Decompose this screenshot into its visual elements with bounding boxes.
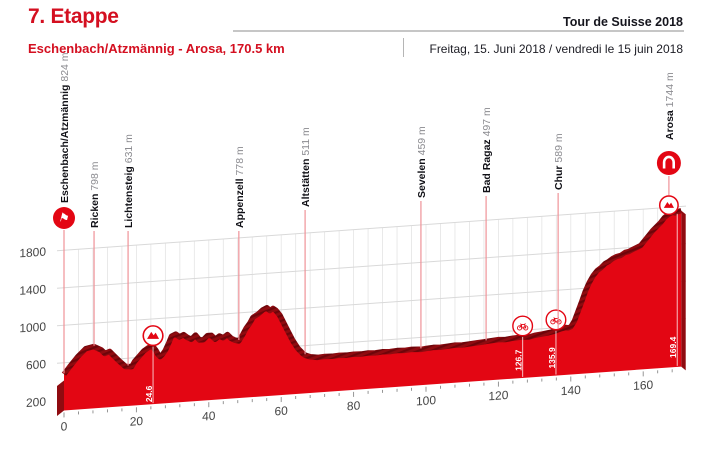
town-elevation: 459 m (416, 126, 428, 158)
town-name: Eschenbach/Atzmännig (59, 85, 71, 203)
chart-plane: 0 20 40 60 80 100 120 140 160 200 600 1000 1400 1800 (19, 205, 686, 434)
town-name: Chur (553, 166, 565, 191)
x-tick-label: 120 (488, 388, 508, 403)
mountain-glyph (147, 331, 160, 339)
finish-arch-glyph (662, 155, 676, 169)
gridline-horizontal (57, 205, 686, 252)
waypoint-km-label: 135.9 (547, 347, 557, 369)
start-icon-circle (53, 207, 75, 229)
town-label: Ricken 798 m (89, 161, 101, 228)
x-tick-label: 20 (130, 414, 144, 429)
town-label: Lichtensteig 631 m (123, 134, 135, 228)
climb-icon (142, 325, 164, 347)
x-tick-label: 60 (275, 404, 289, 419)
profile-area (64, 210, 682, 411)
town-elevation: 589 m (553, 133, 565, 165)
town-label: Chur 589 m (553, 133, 565, 190)
town-label: Appenzell 778 m (234, 146, 246, 228)
y-tick-label: 1800 (19, 245, 46, 261)
town-label: Sevelen 459 m (416, 126, 428, 198)
town-elevation: 497 m (481, 107, 493, 139)
town-name: Altstätten (300, 159, 312, 207)
waypoint-km-label: 169.4 (668, 336, 678, 358)
header-divider (403, 38, 404, 57)
sprint-icon (512, 315, 534, 337)
profile-right-face (681, 210, 686, 371)
finish-icon-circle (656, 151, 681, 175)
waypoint-km-label: 24.6 (144, 385, 154, 402)
route-title: Eschenbach/Atzmännig - Arosa, 170.5 km (28, 41, 285, 56)
town-name: Bad Ragaz (481, 139, 493, 193)
town-name: Ricken (89, 194, 101, 228)
mountain-glyph (663, 201, 675, 208)
town-label: Bad Ragaz 497 m (481, 107, 493, 193)
y-tick-label: 1000 (19, 320, 46, 336)
sprint-icon (545, 309, 567, 331)
sprint-icon-circle (512, 315, 534, 337)
stage-title: 7. Etappe (28, 5, 119, 28)
start-icon: ⚑ (53, 207, 75, 229)
finish-icon (656, 151, 681, 175)
x-tick-label: 0 (61, 419, 68, 433)
bicycle-frame (519, 323, 527, 329)
town-name: Sevelen (416, 158, 428, 198)
town-label: Eschenbach/Atzmännig 824 m (59, 52, 71, 203)
hc-climb-icon (658, 195, 679, 216)
town-elevation: 511 m (300, 127, 312, 159)
chart-overlay: 24.6 126.7 135.9 169.4 ⚑ Eschenbach/Atzmännig… (53, 52, 681, 404)
profile-ridge (61, 207, 682, 376)
town-elevation: 1744 m (664, 72, 676, 110)
town-name: Appenzell (234, 178, 246, 228)
stage-date: Freitag, 15. Juni 2018 / vendredi le 15 … (429, 42, 683, 56)
town-label: Arosa 1744 m (664, 72, 676, 140)
town-name: Arosa (664, 110, 676, 140)
town-elevation: 778 m (234, 146, 246, 178)
header-rule (233, 30, 684, 32)
town-label: Altstätten 511 m (300, 127, 312, 207)
x-tick-label: 160 (633, 378, 653, 393)
sprint-icon-circle (545, 309, 567, 331)
x-tick-label: 100 (416, 393, 436, 408)
town-name: Lichtensteig (123, 166, 135, 228)
y-tick-label: 1400 (19, 282, 46, 298)
y-tick-label: 600 (26, 357, 46, 372)
town-elevation: 798 m (89, 161, 101, 193)
start-flag-glyph: ⚑ (57, 210, 71, 226)
waypoint-km-label: 126.7 (514, 349, 524, 371)
y-tick-label: 200 (26, 395, 46, 410)
x-tick-label: 40 (202, 409, 216, 424)
town-elevation: 824 m (59, 52, 71, 84)
profile-left-face (57, 380, 64, 416)
x-tick-label: 80 (347, 398, 361, 413)
gridline-horizontal (57, 280, 686, 327)
town-elevation: 631 m (123, 134, 135, 166)
event-title: Tour de Suisse 2018 (563, 15, 683, 29)
gridline-horizontal (57, 243, 686, 289)
x-tick-label: 140 (561, 383, 581, 398)
